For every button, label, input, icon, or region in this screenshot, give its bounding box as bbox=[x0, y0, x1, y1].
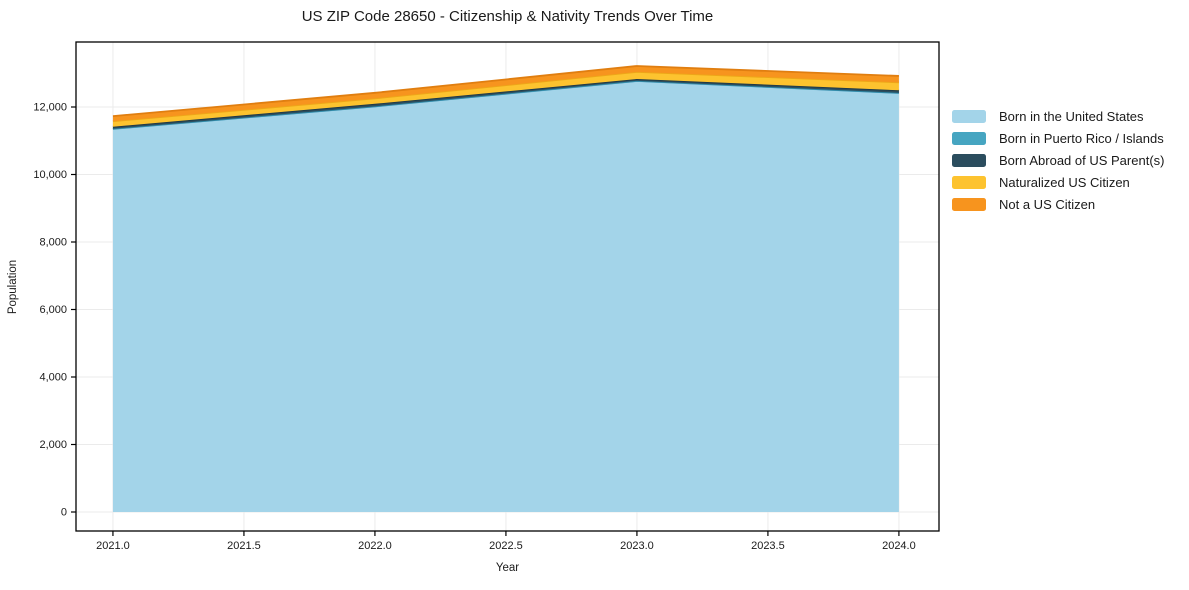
legend-label: Born in Puerto Rico / Islands bbox=[999, 130, 1164, 146]
legend-item-naturalized-us-citizen: Naturalized US Citizen bbox=[952, 171, 1164, 193]
legend-swatch bbox=[952, 197, 986, 211]
legend-item-born-in-puerto-rico-islands: Born in Puerto Rico / Islands bbox=[952, 127, 1164, 149]
legend-label: Born Abroad of US Parent(s) bbox=[999, 152, 1165, 168]
plot-border bbox=[75, 41, 940, 532]
x-tick-label: 2023.5 bbox=[751, 540, 785, 552]
legend-item-not-a-us-citizen: Not a US Citizen bbox=[952, 193, 1164, 215]
y-tick-label: 8,000 bbox=[39, 237, 67, 249]
stacked-areas bbox=[112, 65, 899, 512]
y-tick-label: 12,000 bbox=[33, 102, 67, 114]
x-tick-label: 2022.5 bbox=[489, 540, 523, 552]
y-tick-label: 6,000 bbox=[39, 304, 67, 316]
legend-label: Naturalized US Citizen bbox=[999, 174, 1130, 190]
legend-item-born-abroad-of-us-parent-s: Born Abroad of US Parent(s) bbox=[952, 149, 1164, 171]
legend-item-born-in-the-united-states: Born in the United States bbox=[952, 105, 1164, 127]
legend-swatch bbox=[952, 109, 986, 123]
y-axis-label: Population bbox=[7, 259, 19, 315]
legend-label: Born in the United States bbox=[999, 108, 1144, 124]
chart-title: US ZIP Code 28650 - Citizenship & Nativi… bbox=[301, 8, 714, 25]
area-edge-not-a-us-citizen bbox=[112, 65, 899, 118]
y-tick-label: 4,000 bbox=[39, 371, 67, 383]
legend-swatch bbox=[952, 153, 986, 167]
x-tick-label: 2021.0 bbox=[96, 540, 130, 552]
y-tick-label: 0 bbox=[61, 506, 67, 518]
legend-swatch bbox=[952, 175, 986, 189]
legend: Born in the United States Born in Puerto … bbox=[952, 105, 1164, 215]
x-tick-label: 2023.0 bbox=[620, 540, 654, 552]
x-tick-label: 2024.0 bbox=[882, 540, 916, 552]
legend-label: Not a US Citizen bbox=[999, 196, 1096, 212]
y-tick-label: 10,000 bbox=[33, 169, 67, 181]
area-edge-naturalized-us-citizen bbox=[112, 71, 899, 123]
legend-swatch bbox=[952, 131, 986, 145]
y-tick-label: 2,000 bbox=[39, 439, 67, 451]
x-tick-label: 2022.0 bbox=[358, 540, 392, 552]
x-axis-label: Year bbox=[495, 562, 520, 574]
axis-ticks: 0 2,000 4,000 6,000 8,000 10,000 12,000 2021.0 2… bbox=[33, 102, 915, 552]
x-tick-label: 2021.5 bbox=[227, 540, 261, 552]
area-born-in-the-united-states bbox=[112, 81, 899, 512]
